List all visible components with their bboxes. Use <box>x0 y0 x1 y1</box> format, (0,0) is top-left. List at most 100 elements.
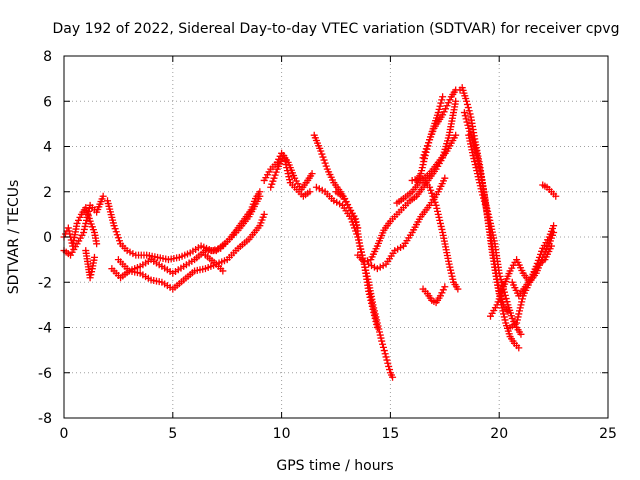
data-point <box>373 324 381 331</box>
data-point <box>374 322 382 330</box>
data-point <box>473 167 481 175</box>
data-point <box>434 207 442 215</box>
data-point <box>466 110 474 118</box>
data-point <box>479 191 487 199</box>
data-point <box>360 258 368 266</box>
data-point <box>81 222 89 230</box>
data-point <box>449 275 457 283</box>
data-point <box>439 93 447 101</box>
data-point <box>419 161 427 169</box>
data-point <box>494 298 502 306</box>
data-point <box>434 109 442 117</box>
data-point <box>481 200 489 208</box>
data-markers <box>60 84 560 381</box>
data-point <box>518 295 526 303</box>
data-point <box>372 317 380 325</box>
data-point <box>461 112 469 120</box>
data-point <box>379 340 387 348</box>
series-s1 <box>60 204 101 250</box>
data-point <box>369 305 377 313</box>
data-point <box>82 219 90 227</box>
data-point <box>308 170 316 178</box>
data-point <box>498 286 506 294</box>
data-point <box>380 347 388 355</box>
data-point <box>496 292 504 300</box>
data-point <box>93 240 101 248</box>
data-point <box>436 216 444 224</box>
data-point <box>470 139 478 147</box>
data-point <box>476 182 484 190</box>
y-tick-label: 8 <box>43 49 52 65</box>
data-point <box>452 131 460 139</box>
data-point <box>90 253 98 261</box>
data-point <box>365 290 373 298</box>
y-tick-label: 2 <box>43 185 52 201</box>
data-point <box>431 198 439 206</box>
data-point <box>88 268 96 276</box>
x-tick-label: 20 <box>490 426 508 442</box>
data-point <box>500 310 508 318</box>
data-point <box>454 285 462 293</box>
data-point <box>469 136 477 144</box>
data-point <box>376 328 384 336</box>
data-point <box>280 152 288 160</box>
y-tick-label: 0 <box>43 230 52 246</box>
data-point <box>84 210 92 218</box>
data-point <box>463 118 471 126</box>
y-axis-label: SDTVAR / TECUs <box>6 180 22 295</box>
data-point <box>434 210 442 218</box>
data-point <box>66 230 74 238</box>
data-point <box>447 266 455 274</box>
y-tick-label: 6 <box>43 94 52 110</box>
data-point <box>446 263 454 271</box>
data-point <box>440 108 448 116</box>
data-point <box>420 158 428 166</box>
series-s6 <box>114 192 264 277</box>
data-point <box>518 298 526 306</box>
data-point <box>464 121 472 129</box>
data-point <box>472 164 480 172</box>
data-point <box>460 109 468 117</box>
data-point <box>436 219 444 227</box>
data-point <box>478 188 486 196</box>
data-point <box>99 192 107 200</box>
data-point <box>477 185 485 193</box>
data-point <box>550 222 558 230</box>
data-point <box>471 142 479 150</box>
data-point <box>377 334 385 342</box>
data-point <box>370 308 378 316</box>
data-point <box>111 225 119 233</box>
data-point <box>516 307 524 315</box>
data-point <box>438 289 446 297</box>
data-point <box>470 155 478 163</box>
data-point <box>429 192 437 200</box>
data-point <box>465 107 473 115</box>
data-point <box>383 356 391 364</box>
data-point <box>432 201 440 209</box>
data-point <box>368 299 376 307</box>
data-point <box>75 216 83 224</box>
data-point <box>497 289 505 297</box>
y-tick-label: -4 <box>38 321 52 337</box>
data-point <box>445 260 453 268</box>
data-point <box>285 173 293 181</box>
data-point <box>370 311 378 319</box>
data-point <box>514 313 522 321</box>
data-point <box>515 344 523 352</box>
series-s22 <box>465 131 512 316</box>
data-point <box>471 158 479 166</box>
data-point <box>439 286 447 294</box>
data-point <box>85 207 93 215</box>
data-point <box>283 164 291 172</box>
data-point <box>473 170 481 178</box>
data-point <box>424 139 432 147</box>
data-point <box>428 189 436 197</box>
data-point <box>446 96 454 104</box>
data-point <box>422 145 430 153</box>
data-point <box>464 104 472 112</box>
data-point <box>441 174 449 182</box>
series-s18 <box>419 86 464 162</box>
series-s25 <box>508 242 555 300</box>
data-point <box>515 310 523 318</box>
